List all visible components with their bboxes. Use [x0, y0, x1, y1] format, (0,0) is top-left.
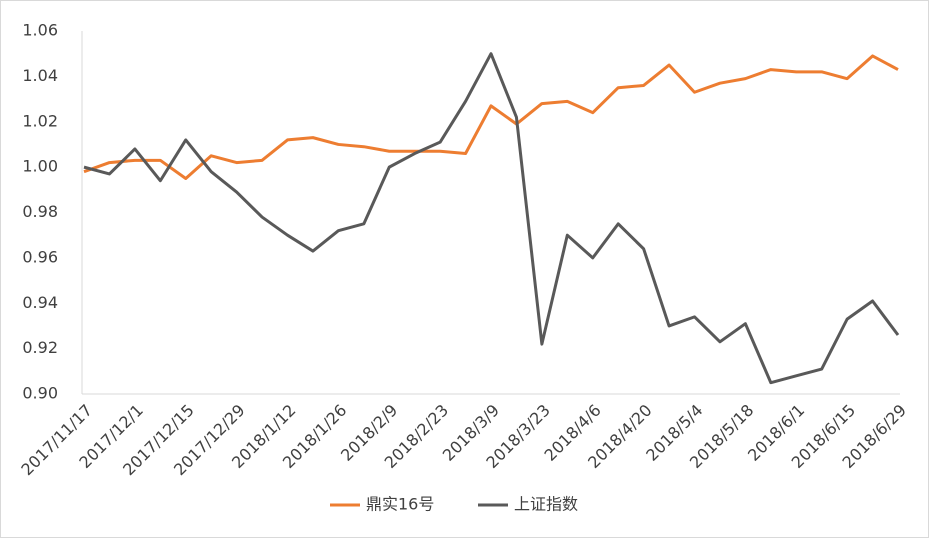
y-tick-label: 1.02: [22, 111, 58, 130]
y-tick-label: 1.00: [22, 157, 58, 176]
y-tick-label: 0.96: [22, 247, 58, 266]
y-tick-label: 0.92: [22, 338, 58, 357]
y-tick-label: 0.98: [22, 202, 58, 221]
legend-item: 鼎实16号: [330, 495, 434, 514]
y-tick-label: 0.90: [22, 384, 58, 403]
legend-item: 上证指数: [478, 495, 578, 514]
y-tick-label: 1.06: [22, 21, 58, 40]
legend-label: 鼎实16号: [366, 495, 434, 514]
legend-label: 上证指数: [514, 495, 578, 514]
series-line: [83, 54, 899, 180]
y-tick-label: 1.04: [22, 66, 58, 85]
y-tick-label: 0.94: [22, 293, 58, 312]
series-line: [83, 52, 900, 385]
